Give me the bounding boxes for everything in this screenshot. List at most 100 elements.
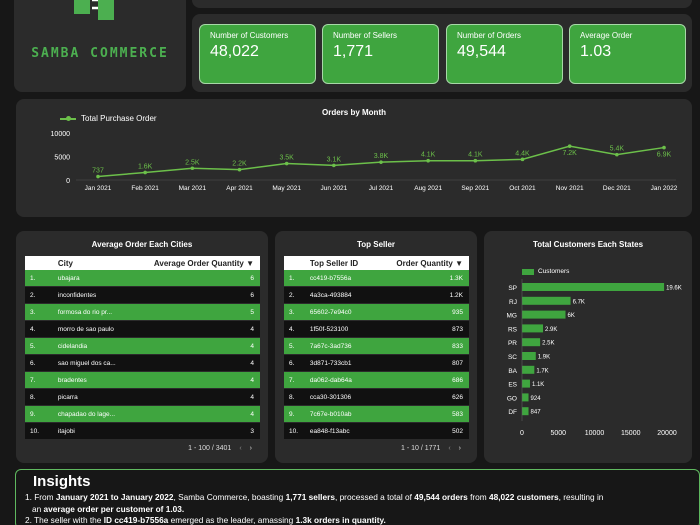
row-value: 4 — [250, 393, 254, 401]
category-label: SP — [508, 285, 517, 292]
data-label: 3.1K — [327, 156, 342, 163]
text: 1. From — [25, 492, 56, 502]
table-row[interactable]: 4. 1f50f-523100 873 — [284, 321, 469, 338]
table-row[interactable]: 10. itajobi 3 — [25, 423, 260, 440]
next-page-icon[interactable]: › — [249, 445, 252, 452]
row-label: da062-dab64a — [309, 376, 352, 384]
data-point — [237, 167, 242, 172]
table-row[interactable]: 2. inconfidentes 6 — [25, 287, 260, 304]
row-label: 3d871-733cb1 — [309, 359, 352, 367]
row-label: sao miguel dos ca... — [57, 359, 116, 367]
table-row[interactable]: 10. ea848-f13abc 502 — [284, 423, 469, 440]
row-value: 3 — [250, 427, 254, 435]
row-index: 9. — [289, 410, 295, 418]
row-label: 65602-7e94c0 — [309, 308, 352, 316]
row-label: itajobi — [57, 427, 75, 435]
prev-page-icon[interactable]: ‹ — [448, 445, 451, 452]
header-seller-id[interactable]: Top Seller ID — [309, 258, 359, 268]
data-label: 3.8K — [374, 153, 389, 160]
table-row[interactable]: 9. chapadao do lage... 4 — [25, 406, 260, 423]
x-tick-label: 10000 — [585, 430, 605, 437]
row-value: 4 — [250, 410, 254, 418]
header-city[interactable]: City — [57, 258, 74, 268]
legend-swatch — [60, 115, 76, 121]
bar — [522, 365, 535, 374]
table-row[interactable]: 6. 3d871-733cb1 807 — [284, 355, 469, 372]
header-qty[interactable]: Average Order Quantity ▼ — [153, 258, 254, 268]
data-point — [96, 174, 100, 179]
row-index: 6. — [30, 359, 36, 367]
cities-table-panel: Average Order Each Cities City Average O… — [16, 231, 268, 463]
kpi-value: 48,022 — [210, 43, 259, 60]
x-tick-label: Feb 2021 — [131, 185, 159, 192]
table-row[interactable]: 6. sao miguel dos ca... 4 — [25, 355, 260, 372]
bar — [522, 324, 544, 333]
table-row[interactable]: 7. bradentes 4 — [25, 372, 260, 389]
category-label: RS — [508, 326, 518, 333]
pager: 1 - 10 / 1771 ‹ › — [401, 445, 461, 452]
table-row[interactable]: 5. cidelandia 4 — [25, 338, 260, 355]
data-point — [520, 157, 525, 162]
data-label: 6.9K — [657, 152, 672, 159]
kpi-sellers: Number of Sellers 1,771 — [322, 24, 439, 84]
row-index: 2. — [30, 291, 36, 299]
x-tick-label: 20000 — [657, 430, 677, 437]
row-index: 8. — [289, 393, 295, 401]
row-index: 10. — [30, 427, 40, 435]
kpi-customers: Number of Customers 48,022 — [199, 24, 316, 84]
bar — [522, 393, 529, 402]
row-index: 7. — [30, 376, 36, 384]
table-row[interactable]: 7. da062-dab64a 686 — [284, 372, 469, 389]
table-header: Top Seller ID Order Quantity ▼ — [284, 256, 469, 270]
row-index: 4. — [289, 325, 295, 333]
legend-label: Total Purchase Order — [81, 114, 157, 123]
table-row[interactable]: 5. 7a67c-3ad736 833 — [284, 338, 469, 355]
header-qty[interactable]: Order Quantity ▼ — [396, 258, 463, 268]
table-row[interactable]: 8. cca30-301306 626 — [284, 389, 469, 406]
row-index: 7. — [289, 376, 295, 384]
x-tick-label: 0 — [520, 430, 524, 437]
insights-title: Insights — [33, 473, 91, 490]
table-row[interactable]: 3. formosa do rio pr... 5 — [25, 304, 260, 321]
data-point — [284, 161, 289, 166]
prev-page-icon[interactable]: ‹ — [239, 445, 242, 452]
data-label: 2.9K — [545, 327, 557, 333]
row-value: 4 — [250, 376, 254, 384]
orders-by-month-chart: Orders by Month Total Purchase Order 100… — [16, 99, 692, 217]
table-title: Top Seller — [356, 240, 396, 249]
pager-text: 1 - 10 / 1771 — [401, 445, 441, 452]
text: from — [467, 492, 490, 502]
row-value: 6 — [250, 291, 254, 299]
table-row[interactable]: 4. morro de sao paulo 4 — [25, 321, 260, 338]
x-tick-label: Dec 2021 — [603, 185, 631, 192]
bar — [522, 407, 529, 416]
category-label: SC — [508, 354, 517, 361]
row-index: 5. — [30, 342, 36, 350]
row-value: 4 — [250, 325, 254, 333]
row-value: 1.2K — [449, 291, 463, 299]
data-label: 1.7K — [536, 368, 548, 374]
table-row[interactable]: 1. ubajara 6 — [25, 270, 260, 287]
table-body: 1. ubajara 6 2. inconfidentes 6 3. formosa do r… — [25, 270, 260, 440]
next-page-icon[interactable]: › — [458, 445, 461, 452]
table-row[interactable]: 9. 7c67e-b010ab 583 — [284, 406, 469, 423]
row-label: formosa do rio pr... — [57, 308, 113, 316]
x-tick-label: 15000 — [621, 430, 641, 437]
row-value: 935 — [452, 308, 463, 316]
table-row[interactable]: 1. cc419-b7556a 1.3K — [284, 270, 469, 287]
states-chart-panel: Total Customers Each States Customers SP… — [484, 231, 692, 463]
text: 1,771 sellers — [285, 492, 335, 502]
brand-logo-icon — [74, 0, 114, 20]
table-row[interactable]: 2. 4a3ca-493884 1.2K — [284, 287, 469, 304]
table-row[interactable]: 8. picarra 4 — [25, 389, 260, 406]
bar — [522, 283, 665, 291]
table-row[interactable]: 3. 65602-7e94c0 935 — [284, 304, 469, 321]
row-value: 583 — [452, 410, 463, 418]
category-label: ES — [508, 382, 517, 389]
x-tick-label: Aug 2021 — [414, 185, 442, 192]
x-tick-label: Jul 2021 — [369, 185, 394, 192]
pager: 1 - 100 / 3401 ‹ › — [188, 445, 252, 452]
legend-swatch — [522, 268, 534, 275]
row-value: 1.3K — [449, 274, 463, 282]
table-title: Average Order Each Cities — [91, 240, 193, 249]
